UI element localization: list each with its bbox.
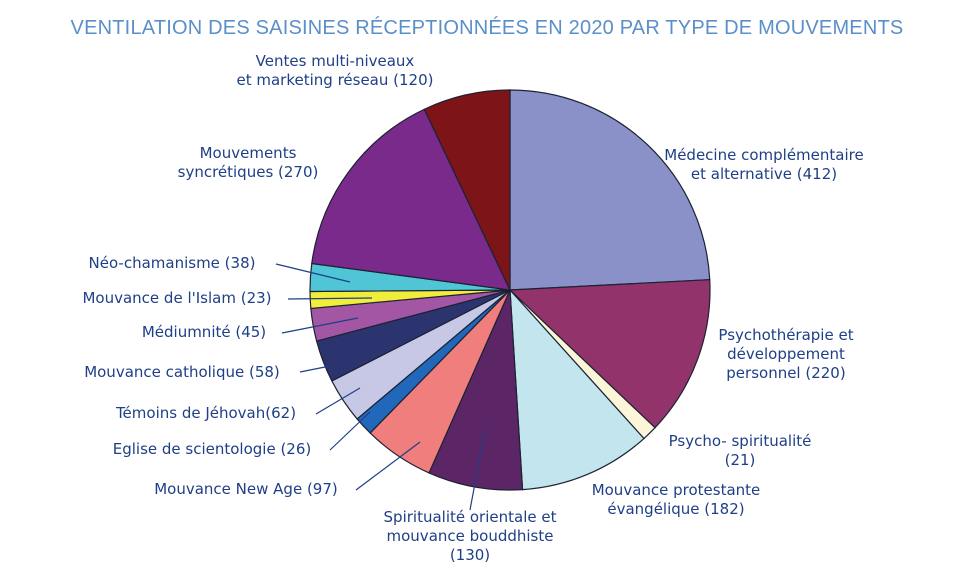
slice-label: Ventes multi-niveaux et marketing réseau … — [237, 52, 434, 89]
pie-slice — [311, 108, 512, 291]
leader-line — [469, 429, 486, 511]
chart-title: VENTILATION DES SAISINES RÉCEPTIONNÉES E… — [71, 16, 904, 39]
slice-label: Mouvance protestante évangélique (182) — [592, 481, 761, 518]
leader-line — [329, 411, 371, 451]
leader-line — [315, 387, 361, 415]
pie-slice — [508, 279, 711, 429]
slice-label: Témoins de Jéhovah(62) — [115, 404, 296, 422]
slice-label: Médiumnité (45) — [142, 323, 266, 341]
pie-slice — [509, 89, 711, 291]
slice-label: Eglise de scientologie (26) — [113, 440, 312, 458]
pie-slice — [423, 89, 511, 291]
slice-label: Mouvance New Age (97) — [154, 480, 338, 498]
slice-label: Mouvements syncrétiques (270) — [178, 144, 319, 181]
leader-line — [287, 297, 373, 300]
leader-line — [281, 317, 359, 334]
slice-label: Psycho- spiritualité (21) — [669, 432, 812, 469]
leader-line — [299, 365, 331, 373]
slice-label: Médecine complémentaire et alternative (4… — [664, 146, 863, 183]
leader-line — [275, 263, 351, 283]
pie-slice — [509, 288, 645, 491]
slice-label: Mouvance de l'Islam (23) — [82, 289, 271, 307]
slice-label: Psychothérapie et développement personnel … — [718, 326, 853, 382]
slice-label: Mouvance catholique (58) — [84, 363, 280, 381]
slice-label: Spiritualité orientale et mouvance bouddh… — [384, 508, 557, 564]
leader-line — [355, 441, 421, 491]
slice-label: Néo-chamanisme (38) — [89, 254, 256, 272]
